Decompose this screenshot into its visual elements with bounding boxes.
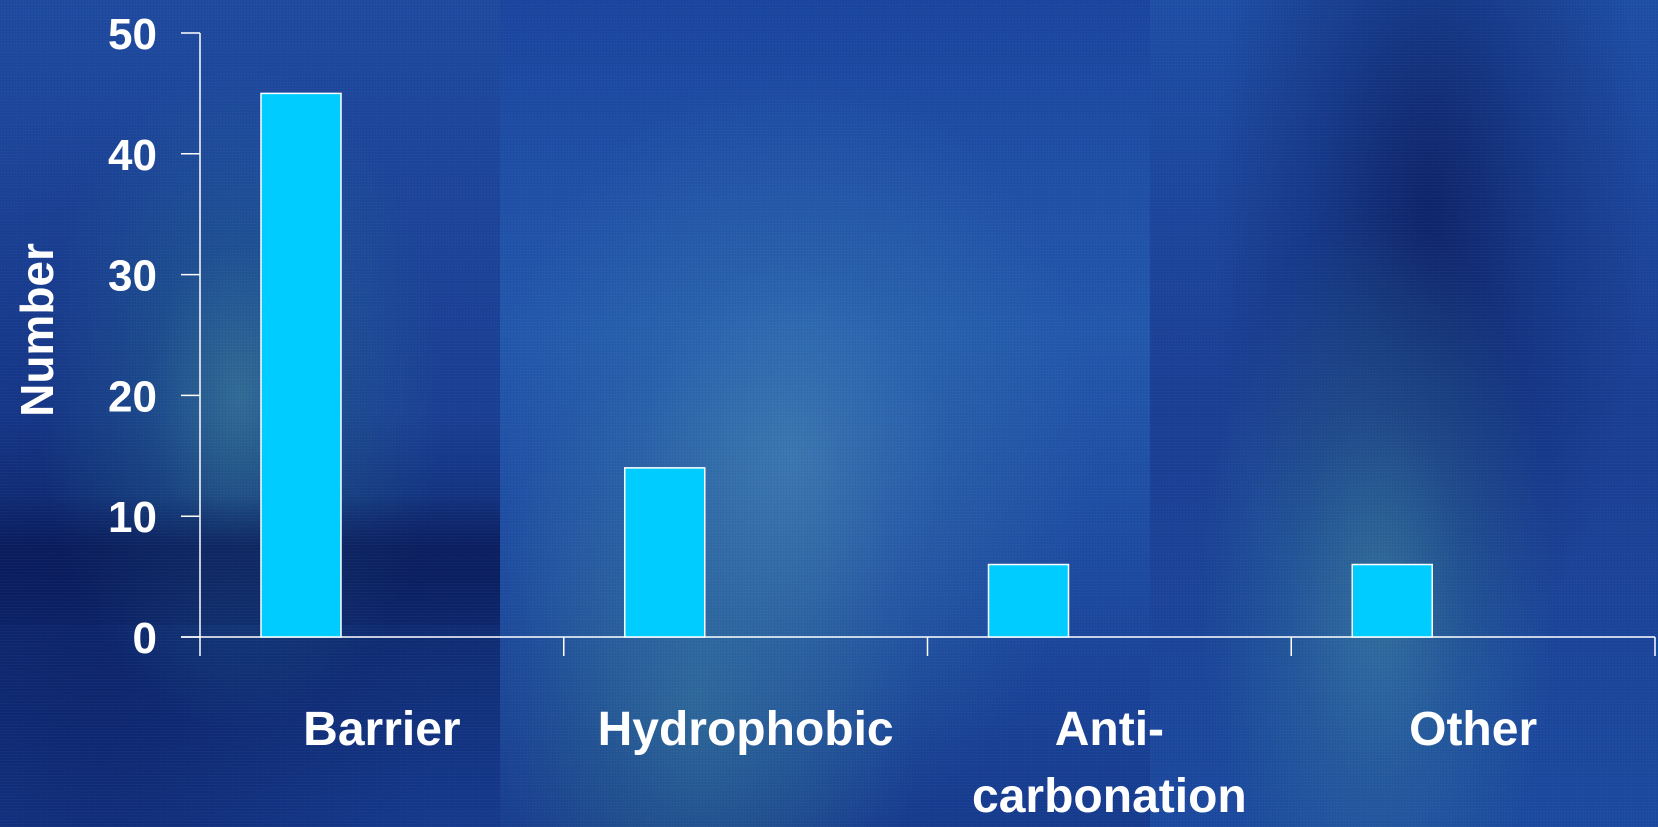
y-axis-label: Number: [11, 243, 63, 417]
y-tick-label: 40: [108, 131, 157, 180]
bar-anticarbonation: [987, 563, 1070, 638]
bar-barrier: [260, 92, 342, 638]
y-tick-label: 30: [108, 252, 157, 301]
x-tick-label: Anti-carbonation: [972, 703, 1247, 823]
x-axis: Barrier Hydrophobic Anti-carbonation Other: [181, 636, 1656, 823]
bars: [260, 92, 1433, 638]
y-tick-label: 50: [108, 10, 157, 59]
bar-hydrophobic: [624, 467, 706, 638]
y-tick-label: 10: [108, 493, 157, 542]
y-tick-label: 0: [133, 614, 157, 663]
x-tick-label: Hydrophobic: [598, 703, 894, 756]
y-axis: 0 10 20 30 40 50: [108, 10, 201, 663]
x-tick-label: Other: [1409, 703, 1537, 756]
bar-other: [1351, 563, 1433, 638]
x-tick-label: Barrier: [303, 703, 460, 756]
y-tick-label: 20: [108, 372, 157, 421]
